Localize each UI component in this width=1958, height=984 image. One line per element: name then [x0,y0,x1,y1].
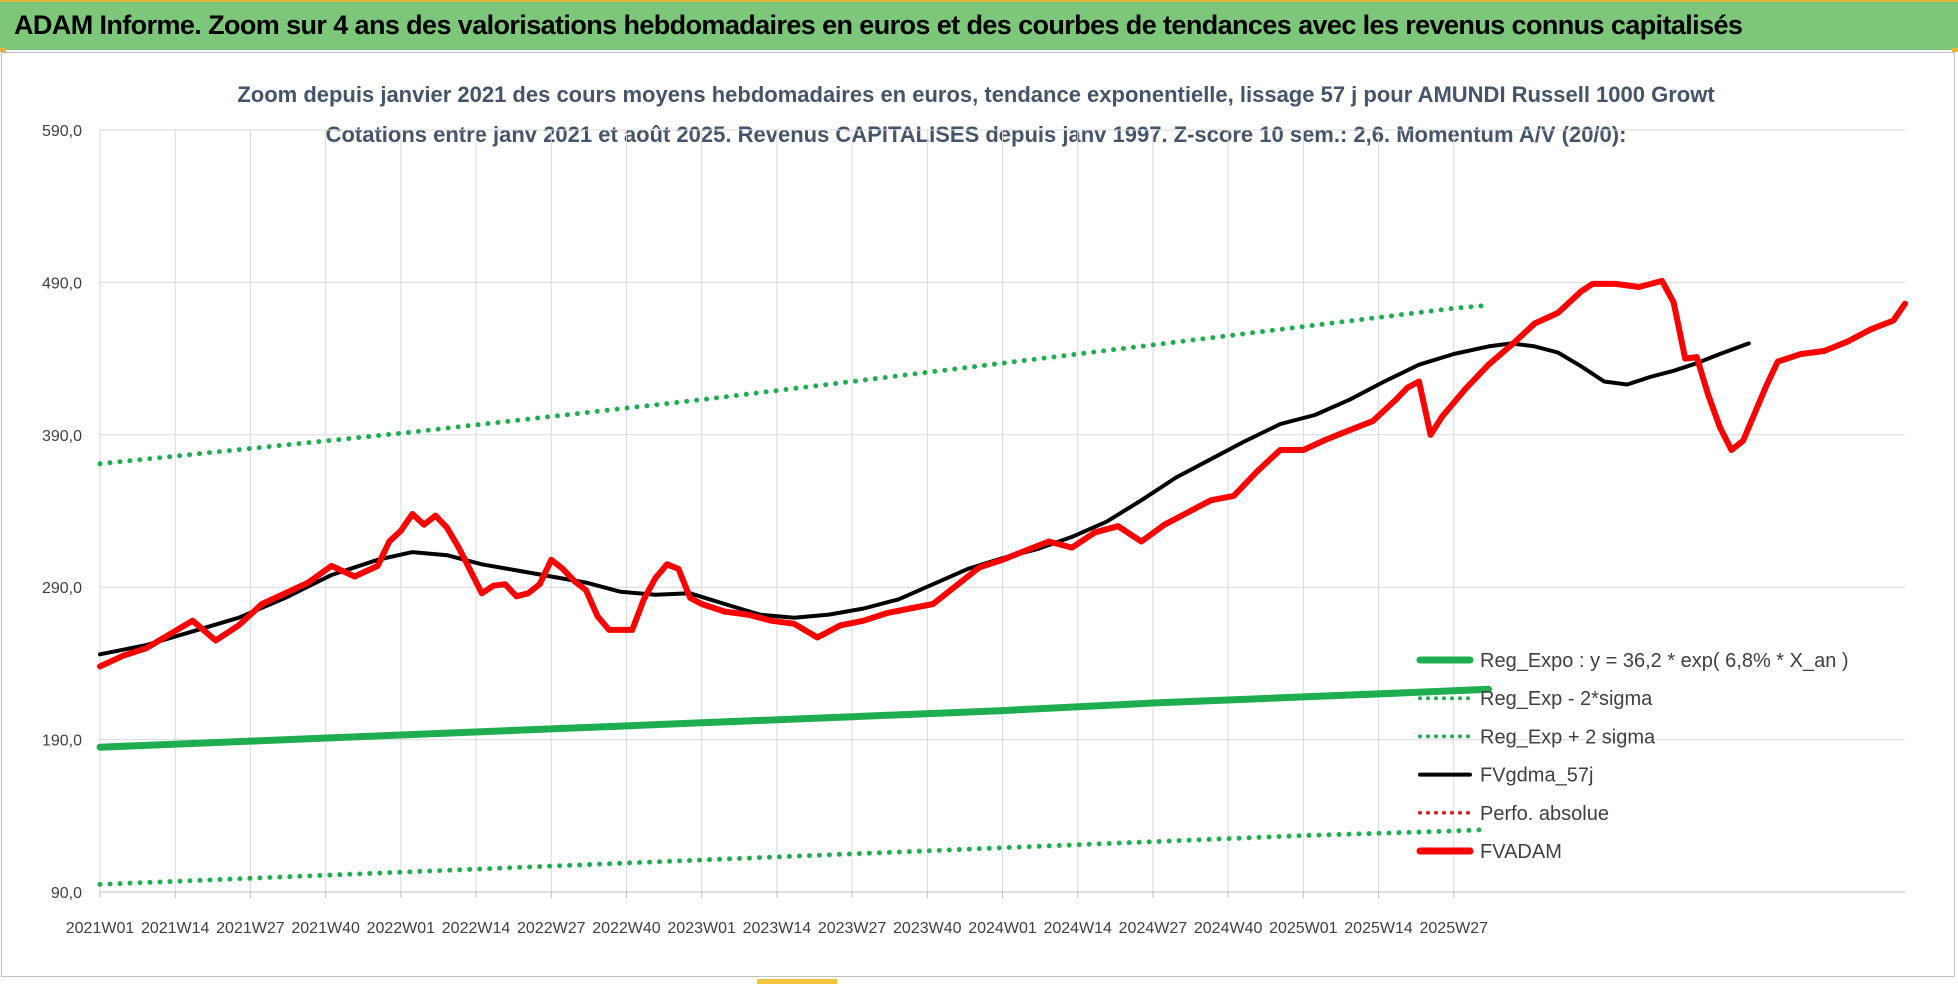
y-tick-label: 390,0 [42,428,82,445]
legend-label: Reg_Expo : y = 36,2 * exp( 6,8% * X_an ) [1480,650,1849,672]
x-tick-label: 2021W01 [66,920,135,937]
series-line-reg-plus-2sigma [97,302,1491,467]
report-title: ADAM Informe. Zoom sur 4 ans des valoris… [14,10,1743,40]
x-tick-label: 2022W14 [442,920,511,937]
y-tick-label: 590,0 [42,123,82,140]
x-tick-label: 2022W27 [517,920,586,937]
x-axis-ticks: 2021W01 2021W14 2021W27 2021W40 2022W01 2022W… [66,920,1488,937]
legend-label: Reg_Exp + 2 sigma [1480,726,1656,748]
x-tick-label: 2022W01 [367,920,436,937]
chart-frame [1,52,1955,977]
x-tick-label: 2021W40 [291,920,360,937]
x-tick-label: 2024W14 [1043,920,1112,937]
x-tick-label: 2025W01 [1269,920,1338,937]
x-tick-label: 2023W01 [667,920,736,937]
x-tick-label: 2025W27 [1420,920,1489,937]
bottom-marker [757,979,837,984]
frame-corner-mark-right [1952,48,1958,52]
legend-label: FVgdma_57j [1480,765,1593,787]
legend-label: Reg_Exp - 2*sigma [1480,688,1653,710]
y-tick-label: 290,0 [42,580,82,597]
x-tick-label: 2024W27 [1119,920,1188,937]
grid-lines [99,129,1905,898]
report-banner: ADAM Informe. Zoom sur 4 ans des valoris… [0,0,1958,50]
series-line-reg-minus-2sigma [97,827,1491,887]
x-tick-label: 2023W27 [818,920,887,937]
y-tick-label: 190,0 [42,733,82,750]
series-lines [96,277,1908,887]
x-tick-label: 2024W01 [968,920,1037,937]
legend: Reg_Expo : y = 36,2 * exp( 6,8% * X_an )… [1416,650,1849,863]
x-tick-label: 2021W14 [141,920,210,937]
chart-subtitle: Cotations entre janv 2021 et août 2025. … [326,122,1627,147]
y-tick-label: 90,0 [51,885,82,902]
series-line-reg-expo [96,685,1492,751]
x-tick-label: 2022W40 [592,920,661,937]
x-tick-label: 2023W14 [743,920,812,937]
legend-label: Perfo. absolue [1480,803,1609,825]
y-axis-ticks: 590,0 490,0 390,0 290,0 190,0 90,0 [42,123,82,902]
legend-label: FVADAM [1480,841,1562,863]
series-line-fvadam [97,277,1908,670]
x-tick-label: 2025W14 [1344,920,1413,937]
chart-title: Zoom depuis janvier 2021 des cours moyen… [237,82,1715,107]
x-tick-label: 2024W40 [1194,920,1263,937]
frame-corner-mark-left [0,48,6,52]
x-tick-label: 2023W40 [893,920,962,937]
y-tick-label: 490,0 [42,275,82,292]
x-tick-label: 2021W27 [216,920,285,937]
